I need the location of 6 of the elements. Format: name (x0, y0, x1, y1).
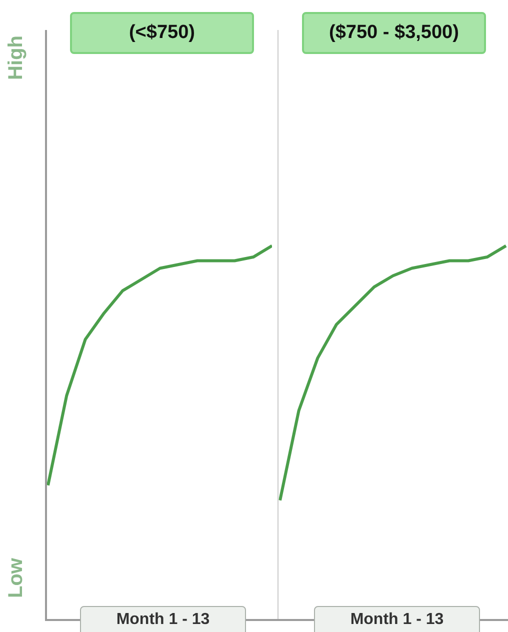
text: High (5, 36, 28, 80)
x-axis-title: Month 1 - 13 (115, 611, 211, 629)
chart-title: ($750 - $3,500) (302, 12, 486, 54)
text: Low (5, 558, 28, 598)
x-axis-title: Month 1 - 13 (349, 611, 445, 629)
chart-title: (<$750) (70, 12, 254, 54)
